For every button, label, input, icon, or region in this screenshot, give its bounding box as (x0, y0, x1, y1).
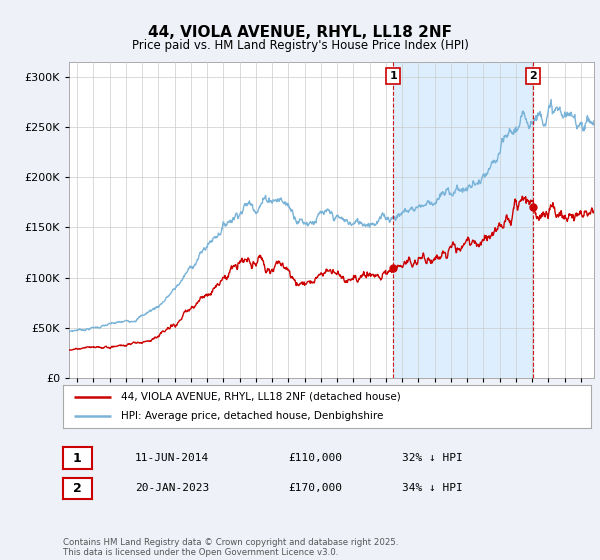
Text: 1: 1 (389, 71, 397, 81)
Text: £170,000: £170,000 (288, 483, 342, 493)
Text: 44, VIOLA AVENUE, RHYL, LL18 2NF (detached house): 44, VIOLA AVENUE, RHYL, LL18 2NF (detach… (121, 392, 401, 402)
Text: 44, VIOLA AVENUE, RHYL, LL18 2NF: 44, VIOLA AVENUE, RHYL, LL18 2NF (148, 25, 452, 40)
Text: £110,000: £110,000 (288, 453, 342, 463)
Text: 2: 2 (529, 71, 537, 81)
Text: 11-JUN-2014: 11-JUN-2014 (135, 453, 209, 463)
Bar (393, 62, 533, 378)
Text: 20-JAN-2023: 20-JAN-2023 (135, 483, 209, 493)
Text: Price paid vs. HM Land Registry's House Price Index (HPI): Price paid vs. HM Land Registry's House … (131, 39, 469, 52)
Text: 2: 2 (73, 482, 82, 495)
Text: HPI: Average price, detached house, Denbighshire: HPI: Average price, detached house, Denb… (121, 411, 383, 421)
Text: 32% ↓ HPI: 32% ↓ HPI (402, 453, 463, 463)
Text: 34% ↓ HPI: 34% ↓ HPI (402, 483, 463, 493)
Text: 1: 1 (73, 451, 82, 465)
Text: Contains HM Land Registry data © Crown copyright and database right 2025.
This d: Contains HM Land Registry data © Crown c… (63, 538, 398, 557)
